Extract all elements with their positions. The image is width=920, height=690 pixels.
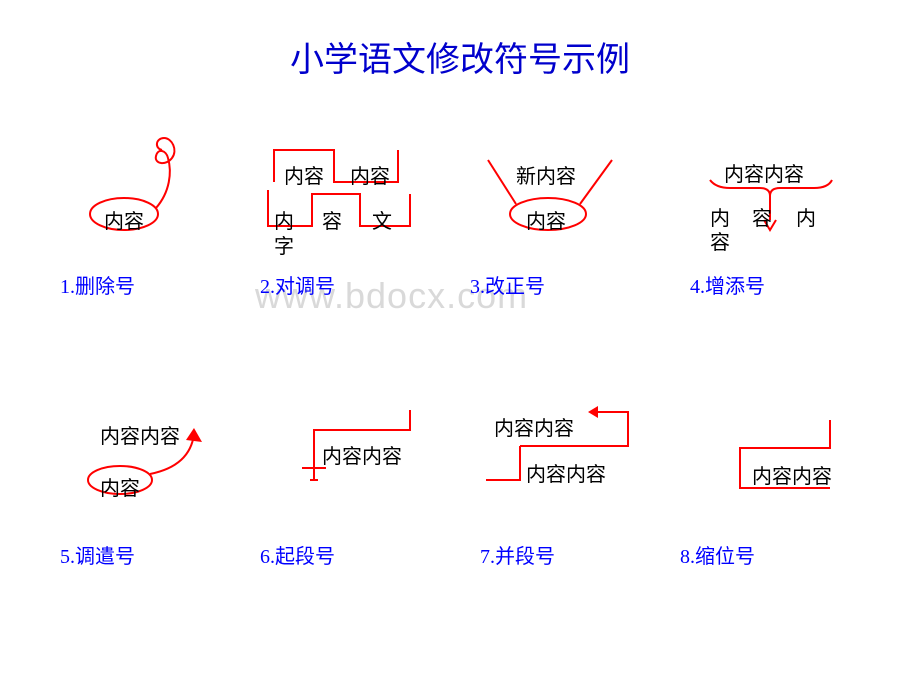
caption: 6.起段号 [260,540,335,569]
page-title: 小学语文修改符号示例 [0,32,920,81]
text: 容 [752,202,772,231]
symbol-8-indent: 内容内容 8.缩位号 [680,380,910,520]
symbol-3-correct: 新内容 内容 3.改正号 [470,120,700,260]
text: 内容 [104,205,144,234]
caption: 8.缩位号 [680,540,755,569]
text: 内容内容 [494,412,574,441]
text: 内容内容 [100,420,180,449]
joinpara-mark-svg [470,380,670,520]
caption-label: 缩位号 [695,546,755,568]
correct-mark-svg [470,120,670,260]
caption-label: 对调号 [275,276,335,298]
text: 内 [796,202,816,231]
symbol-4-insert: 内容内容 内 容 内 容 4.增添号 [680,120,910,260]
caption: 4.增添号 [690,270,765,299]
text: 内容 [526,205,566,234]
text: 内容内容 [752,460,832,489]
text: 文 [372,205,392,234]
symbol-5-move: 内容内容 内容 5.调遣号 [60,380,290,520]
text: 内容 [350,160,390,189]
symbol-2-swap: 内容 内容 内 容 文 字 2.对调号 [260,120,490,260]
caption-label: 改正号 [485,276,545,298]
indent-mark-svg [680,380,880,520]
caption-num: 5. [60,546,75,568]
caption-label: 调遣号 [75,546,135,568]
caption-label: 删除号 [75,276,135,298]
caption-label: 并段号 [495,546,555,568]
caption-num: 1. [60,276,75,298]
caption-num: 4. [690,276,705,298]
text: 字 [274,230,294,259]
caption: 2.对调号 [260,270,335,299]
text: 内容 [284,160,324,189]
symbol-1-delete: 内容 1.删除号 [60,120,290,260]
caption-num: 6. [260,546,275,568]
text: 容 [322,205,342,234]
text: 容 [710,226,730,255]
caption: 1.删除号 [60,270,135,299]
symbol-7-joinpara: 内容内容 内容内容 7.并段号 [470,380,700,520]
text: 内容内容 [322,440,402,469]
caption-label: 起段号 [275,546,335,568]
text: 内容内容 [526,458,606,487]
caption: 3.改正号 [470,270,545,299]
caption-num: 7. [480,546,495,568]
caption-label: 增添号 [705,276,765,298]
caption-num: 8. [680,546,695,568]
caption-num: 2. [260,276,275,298]
delete-mark-svg [60,120,260,260]
symbol-6-newpara: 内容内容 6.起段号 [260,380,490,520]
text: 内容 [100,472,140,501]
caption: 7.并段号 [480,540,555,569]
move-mark-svg [60,380,260,520]
text: 新内容 [516,160,576,189]
caption: 5.调遣号 [60,540,135,569]
caption-num: 3. [470,276,485,298]
text: 内容内容 [724,158,804,187]
